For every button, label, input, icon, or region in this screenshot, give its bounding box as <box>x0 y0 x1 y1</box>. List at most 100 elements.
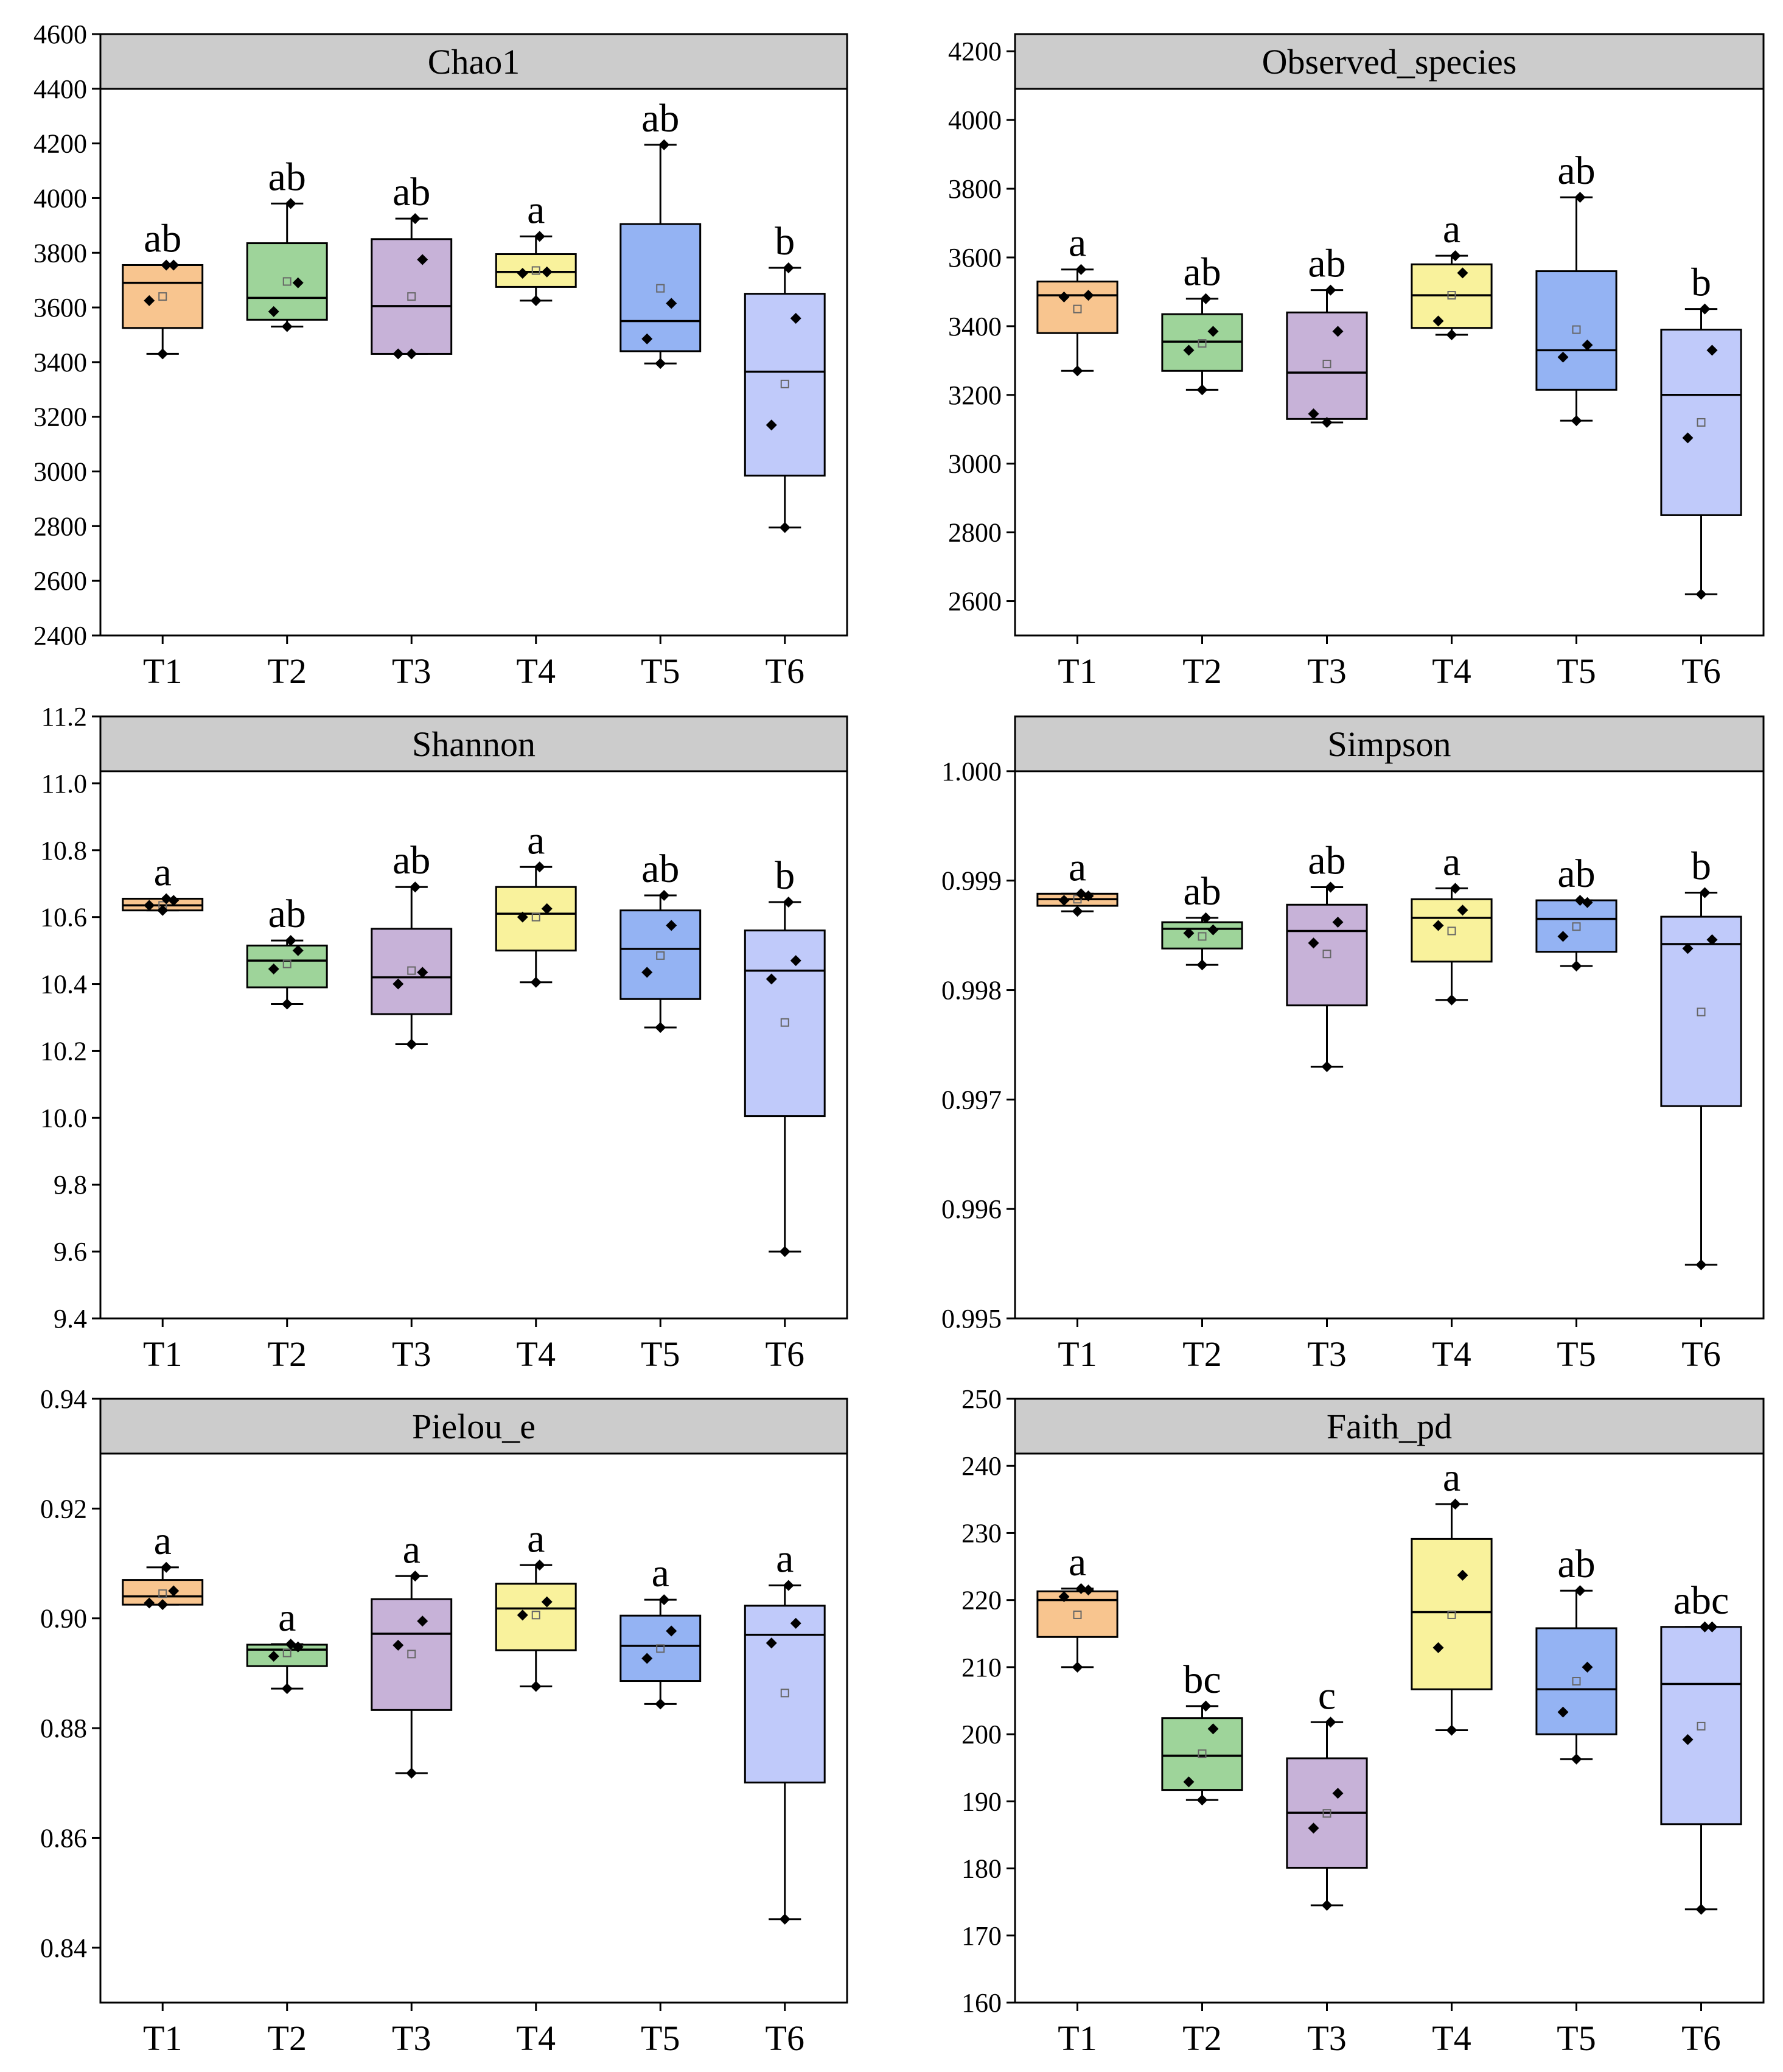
data-point <box>1699 887 1711 898</box>
y-tick-label: 0.88 <box>40 1713 87 1743</box>
panel-title: Observed_species <box>1262 42 1517 82</box>
data-point <box>658 889 670 901</box>
x-tick-label: T6 <box>766 651 804 691</box>
data-point <box>779 1913 790 1925</box>
panel-shannon: Shannon 9.4 9.6 9.8 10.0 10.2 10.4 10.6 10.8 11.0… <box>40 702 848 1374</box>
data-point <box>1332 1788 1344 1799</box>
y-tick-label: 1.000 <box>941 757 1002 786</box>
data-point <box>666 920 677 931</box>
box-t3: ab <box>371 170 453 360</box>
y-tick-label: 180 <box>961 1854 1002 1884</box>
data-point <box>161 259 172 271</box>
mean-marker <box>282 1648 291 1657</box>
iqr-box <box>1660 915 1742 1107</box>
data-point <box>1200 912 1212 923</box>
y-tick-label: 0.90 <box>40 1604 87 1634</box>
box-t4: a <box>1411 839 1493 1006</box>
data-point <box>417 967 428 978</box>
data-point <box>1682 1734 1694 1745</box>
mean-marker <box>282 959 291 968</box>
panel-header <box>1014 1398 1765 1455</box>
panel-chao1: Chao1 2400 2600 2800 3000 3200 3400 3600 3800 400… <box>33 19 848 691</box>
box-t6: b <box>1660 261 1742 600</box>
iqr-box <box>1036 1590 1118 1638</box>
x-tick-label: T1 <box>1058 2018 1097 2058</box>
data-point <box>1457 1569 1468 1581</box>
data-point <box>292 945 304 956</box>
data-point <box>1072 1661 1083 1673</box>
x-tick-label: T1 <box>143 1334 182 1374</box>
data-point <box>1207 1723 1219 1735</box>
data-point <box>1325 284 1336 296</box>
iqr-box <box>1660 329 1742 516</box>
significance-letter: a <box>403 1527 420 1572</box>
significance-letter: a <box>652 1551 669 1595</box>
data-point <box>1446 994 1457 1006</box>
data-point <box>1321 416 1333 428</box>
iqr-box <box>122 264 204 329</box>
data-point <box>766 419 777 431</box>
mean-marker <box>1322 950 1331 959</box>
iqr-box <box>744 929 826 1118</box>
mean-marker <box>1572 325 1581 334</box>
data-point <box>393 1639 404 1651</box>
y-tick-label: 2400 <box>33 621 87 651</box>
data-point <box>783 262 794 273</box>
box-t5: ab <box>619 96 702 369</box>
significance-letter: ab <box>1308 242 1345 286</box>
data-point <box>1308 1822 1319 1834</box>
iqr-box <box>1286 311 1368 420</box>
box-t6: abc <box>1660 1578 1742 1915</box>
significance-letter: ab <box>1557 149 1595 193</box>
data-point <box>530 1681 542 1692</box>
box-t5: ab <box>1535 852 1617 971</box>
box-t2: ab <box>1161 250 1243 396</box>
significance-letter: ab <box>1183 869 1221 914</box>
x-tick-label: T6 <box>766 2018 804 2058</box>
x-tick-label: T2 <box>1182 1334 1221 1374</box>
mean-marker <box>531 1611 540 1620</box>
data-point <box>766 1637 777 1649</box>
y-tick-label: 9.8 <box>54 1170 87 1200</box>
significance-letter: ab <box>393 170 430 214</box>
data-point <box>1332 326 1344 337</box>
y-tick-label: 3800 <box>33 238 87 268</box>
y-tick-label: 0.996 <box>941 1194 1002 1224</box>
data-point <box>530 295 542 306</box>
data-point <box>1075 1583 1087 1594</box>
data-point <box>1083 290 1094 301</box>
data-point <box>281 1683 293 1695</box>
x-tick-label: T3 <box>392 1334 431 1374</box>
significance-letter: ab <box>1557 852 1595 896</box>
data-point <box>1682 432 1694 444</box>
x-tick-label: T5 <box>1557 2018 1596 2058</box>
data-point <box>534 1559 545 1571</box>
data-point <box>268 1650 279 1662</box>
significance-letter: b <box>1691 844 1711 889</box>
data-point <box>1321 1061 1333 1073</box>
y-tick-label: 0.998 <box>941 976 1002 1006</box>
panel-simpson: Simpson 0.995 0.996 0.997 0.998 0.999 1.000 T1 T… <box>941 715 1765 1374</box>
y-tick-label: 2600 <box>33 566 87 596</box>
data-point <box>1183 928 1195 939</box>
panel-pielou_e: Pielou_e 0.84 0.86 0.88 0.90 0.92 0.94 T1 T2 T3 T4… <box>40 1384 848 2058</box>
data-point <box>1571 1753 1582 1765</box>
mean-marker <box>780 1689 789 1698</box>
data-point <box>144 900 155 911</box>
data-point <box>1075 888 1087 900</box>
box-t4: a <box>1411 1455 1493 1736</box>
y-tick-label: 230 <box>961 1518 1002 1548</box>
iqr-box <box>744 293 826 477</box>
box-t5: ab <box>1535 149 1617 427</box>
mean-marker <box>1697 1721 1706 1731</box>
data-point <box>1432 315 1444 327</box>
x-tick-label: T4 <box>1432 1334 1471 1374</box>
iqr-box <box>371 238 453 355</box>
iqr-box <box>1036 280 1118 334</box>
data-point <box>1682 943 1694 954</box>
x-tick-label: T4 <box>1432 2018 1471 2058</box>
significance-letter: a <box>154 1519 172 1563</box>
mean-marker <box>1572 1677 1581 1686</box>
data-point <box>1325 881 1336 893</box>
